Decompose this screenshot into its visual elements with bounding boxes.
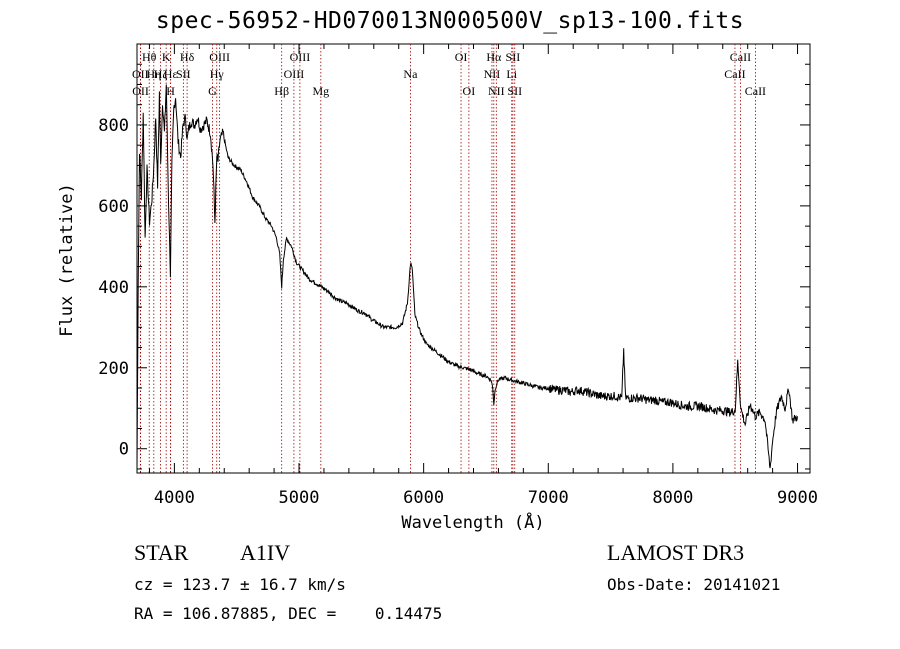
survey-name: LAMOST DR3	[607, 540, 745, 565]
spectral-line-label: SII	[507, 84, 522, 98]
spectral-line-markers	[139, 44, 756, 473]
y-axis-label: Flux (relative)	[57, 183, 77, 337]
spectral-line-label: Hη	[146, 67, 161, 81]
spectral-line-label: Hθ	[142, 50, 157, 64]
x-axis-ticks: 4000 5000 6000 7000 8000 9000	[148, 44, 818, 508]
spectral-line-label: Li	[506, 67, 517, 81]
spectral-line-label: Hβ	[274, 84, 289, 98]
spectral-line-label: CaII	[745, 84, 766, 98]
observation-date: Obs-Date: 20141021	[607, 575, 781, 594]
x-tick-label: 4000	[154, 488, 195, 508]
spectral-line-label: SII	[506, 50, 521, 64]
spectral-line-label: K	[162, 50, 171, 64]
spectral-line-label: H	[166, 84, 175, 98]
object-subclass: A1IV	[240, 540, 291, 565]
spectral-line-label: Hγ	[210, 67, 225, 81]
x-tick-label: 9000	[777, 488, 818, 508]
spectral-line-label: Hδ	[180, 50, 195, 64]
spectral-line-label: OIII	[284, 67, 305, 81]
spectral-line-label: OI	[463, 84, 476, 98]
spectral-line-label: NII	[484, 67, 501, 81]
coordinates: RA = 106.87885, DEC = 0.14475	[134, 604, 443, 623]
spectral-line-label: OI	[455, 50, 468, 64]
redshift-velocity: cz = 123.7 ± 16.7 km/s	[134, 575, 346, 594]
spectral-line-label: Hε	[164, 67, 178, 81]
spectral-line-label: Hα	[486, 50, 502, 64]
spectral-line-label: OII	[132, 84, 149, 98]
y-tick-label: 200	[98, 359, 129, 379]
y-tick-label: 400	[98, 278, 129, 298]
flux-series-line	[136, 84, 798, 470]
object-class: STAR	[134, 540, 189, 565]
spectral-line-label: OIII	[290, 50, 311, 64]
spectral-line-label: CaII	[724, 67, 745, 81]
spectral-line-label: Na	[403, 67, 418, 81]
spectral-line-label: NII	[488, 84, 505, 98]
y-tick-label: 600	[98, 197, 129, 217]
x-tick-label: 8000	[652, 488, 693, 508]
chart-title: spec-56952-HD070013N000500V_sp13-100.fit…	[155, 8, 745, 34]
x-tick-label: 7000	[528, 488, 569, 508]
y-tick-label: 0	[119, 440, 129, 460]
spectral-line-label: OII	[132, 67, 149, 81]
spectral-line-label: CaII	[730, 50, 751, 64]
spectral-line-label: Mg	[312, 84, 329, 98]
spectral-line-label: SII	[176, 67, 191, 81]
x-axis-label: Wavelength (Å)	[401, 511, 544, 533]
y-tick-label: 800	[98, 116, 129, 136]
spectral-line-label: OIII	[209, 50, 230, 64]
spectral-line-label: Hζ	[154, 67, 168, 81]
spectral-line-labels: HθOIIOIIHηHζKHHεSIIHδHγGOIIIHβOIIIOIIIMg…	[132, 50, 766, 98]
x-tick-label: 5000	[279, 488, 320, 508]
spectral-line-label: G	[208, 84, 217, 98]
x-tick-label: 6000	[403, 488, 444, 508]
